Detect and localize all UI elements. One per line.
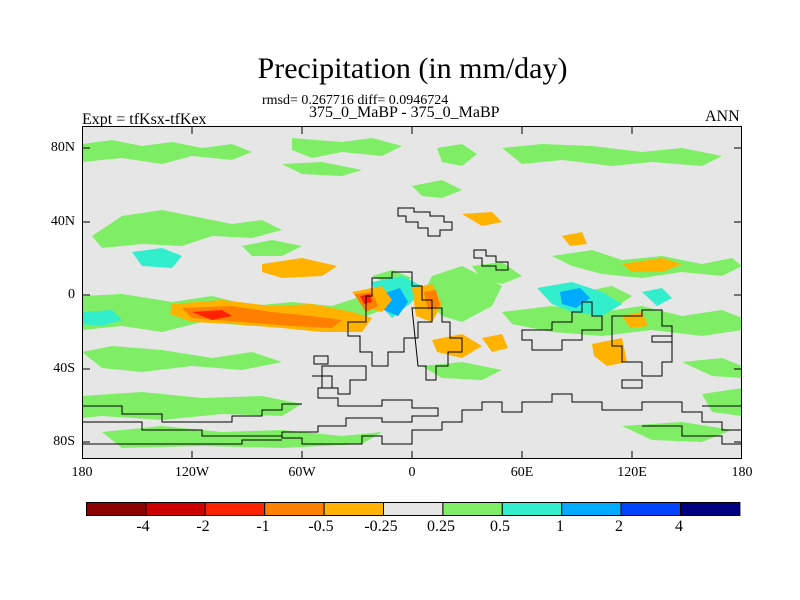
lon-label: 0 xyxy=(408,465,416,480)
colorbar-box xyxy=(561,502,622,516)
colorbar-box xyxy=(323,502,385,516)
colorbar-label: 2 xyxy=(615,518,623,535)
colorbar-label: -1 xyxy=(256,518,270,535)
lat-label: 80N xyxy=(50,140,75,155)
lon-label: 120E xyxy=(617,465,647,480)
colorbar-label: -4 xyxy=(136,518,150,535)
colorbar-box xyxy=(264,502,325,516)
colorbar-label: -0.5 xyxy=(308,518,334,535)
lat-label: 0 xyxy=(68,287,75,302)
colorbar-box xyxy=(501,502,563,516)
precipitation-map xyxy=(82,126,742,459)
lat-label: 80S xyxy=(53,434,75,449)
season-label: ANN xyxy=(705,108,740,125)
colorbar-box xyxy=(620,502,681,516)
lon-label: 120W xyxy=(174,465,210,480)
colorbar-label: 0.5 xyxy=(490,518,510,535)
experiment-label: Expt = tfKsx-tfKex xyxy=(82,111,207,128)
lon-label: 60W xyxy=(288,465,316,480)
colorbar-label: 0.25 xyxy=(427,518,455,535)
colorbar-label: -2 xyxy=(196,518,210,535)
lat-label: 40S xyxy=(53,361,75,376)
plot-title: Precipitation (in mm/day) xyxy=(257,52,568,85)
colorbar-label: 1 xyxy=(556,518,564,535)
lat-label: 40N xyxy=(50,214,75,229)
lon-label: 180 xyxy=(71,465,93,480)
lon-label: 60E xyxy=(510,465,534,480)
plot-subtitle: 375_0_MaBP - 375_0_MaBP xyxy=(309,104,500,121)
colorbar-box xyxy=(145,502,206,516)
colorbar xyxy=(86,502,741,516)
colorbar-label: 4 xyxy=(675,518,683,535)
lon-label: 180 xyxy=(731,465,753,480)
continent-outlines xyxy=(82,207,742,445)
colorbar-box xyxy=(680,502,741,516)
colorbar-box xyxy=(442,502,503,516)
axis-ticks xyxy=(82,126,742,459)
colorbar-box xyxy=(86,502,147,516)
stats-line: rmsd= 0.267716 diff= 0.0946724 xyxy=(262,93,449,108)
colorbar-box xyxy=(204,502,266,516)
colorbar-box xyxy=(383,502,444,516)
colorbar-label: -0.25 xyxy=(364,518,398,535)
